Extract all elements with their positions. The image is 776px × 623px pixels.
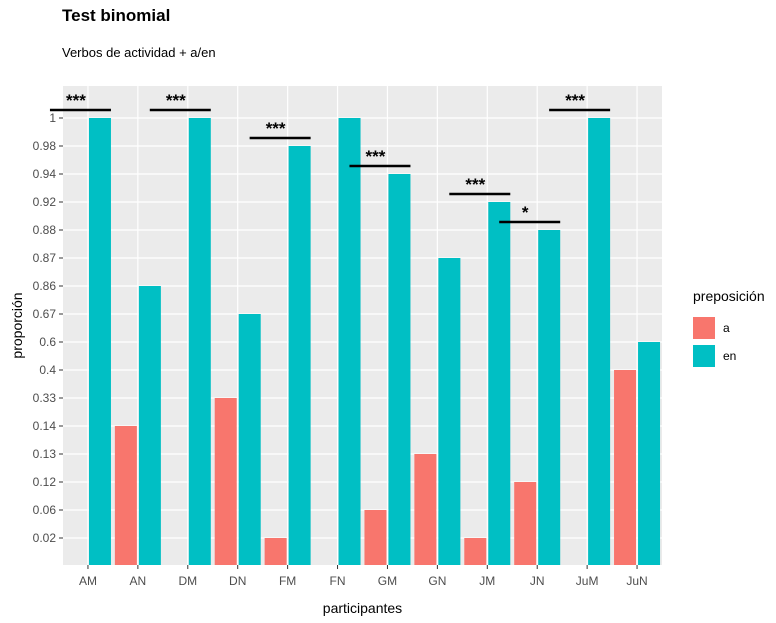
x-tick-label: AM (79, 574, 97, 588)
bar-en-JuM (588, 118, 611, 565)
chart-subtitle: Verbos de actividad + a/en (62, 45, 216, 60)
legend-item-en: en (693, 342, 765, 370)
bar-en-JM (488, 202, 511, 565)
chart-title: Test binomial (62, 6, 171, 25)
x-tick-label: FM (279, 574, 296, 588)
y-tick-label: 0.94 (33, 167, 57, 181)
y-tick-label: 0.92 (33, 195, 57, 209)
bar-a-JN (514, 482, 537, 565)
legend-label-a: a (723, 321, 730, 335)
bar-en-FN (338, 118, 361, 565)
y-tick-label: 0.06 (33, 503, 57, 517)
bar-en-DN (238, 314, 261, 565)
y-tick-label: 0.67 (33, 307, 57, 321)
bar-en-JN (538, 230, 561, 565)
x-tick-label: FN (330, 574, 346, 588)
bar-en-FM (288, 146, 311, 565)
x-tick-label: JuM (576, 574, 599, 588)
significance-label: *** (166, 91, 186, 110)
x-tick-label: JM (479, 574, 495, 588)
x-tick-label: JN (530, 574, 545, 588)
y-tick-label: 0.86 (33, 279, 57, 293)
y-tick-label: 1 (49, 111, 56, 125)
legend-item-a: a (693, 314, 765, 342)
x-axis-title: participantes (323, 600, 402, 616)
bar-en-GM (388, 174, 411, 565)
x-tick-label: AN (130, 574, 147, 588)
bar-a-GN (414, 454, 437, 565)
y-tick-label: 0.6 (39, 335, 56, 349)
y-tick-label: 0.02 (33, 531, 57, 545)
bar-en-AM (88, 118, 111, 565)
legend-swatch-en (693, 345, 715, 367)
x-tick-label: JuN (626, 574, 647, 588)
bar-en-DM (188, 118, 211, 565)
bar-en-JuN (638, 342, 661, 565)
y-tick-label: 0.33 (33, 391, 57, 405)
y-tick-label: 0.12 (33, 475, 57, 489)
x-tick-label: GM (378, 574, 397, 588)
bar-a-JuN (614, 370, 637, 565)
significance-label: *** (66, 91, 86, 110)
y-tick-label: 0.4 (39, 363, 56, 377)
x-tick-label: GN (428, 574, 446, 588)
bar-a-AN (114, 426, 137, 565)
x-tick-label: DM (178, 574, 197, 588)
bar-en-AN (138, 286, 161, 565)
bar-a-JM (464, 538, 487, 565)
bar-en-GN (438, 258, 461, 565)
legend-swatch-a (693, 317, 715, 339)
significance-label: *** (465, 175, 485, 194)
significance-label: *** (366, 147, 386, 166)
y-tick-label: 0.14 (33, 419, 57, 433)
y-axis-title: proporción (9, 292, 25, 358)
significance-label: *** (565, 91, 585, 110)
y-tick-label: 0.87 (33, 251, 57, 265)
y-tick-label: 0.13 (33, 447, 57, 461)
y-tick-label: 0.88 (33, 223, 57, 237)
y-tick-label: 0.98 (33, 139, 57, 153)
bar-a-DN (214, 398, 237, 565)
x-tick-label: DN (229, 574, 246, 588)
bar-a-GM (364, 510, 387, 565)
legend-label-en: en (723, 349, 737, 363)
bar-a-FM (264, 538, 287, 565)
legend: preposición a en (693, 288, 765, 370)
legend-title: preposición (693, 288, 765, 304)
significance-label: *** (266, 119, 286, 138)
significance-label: * (522, 203, 529, 222)
